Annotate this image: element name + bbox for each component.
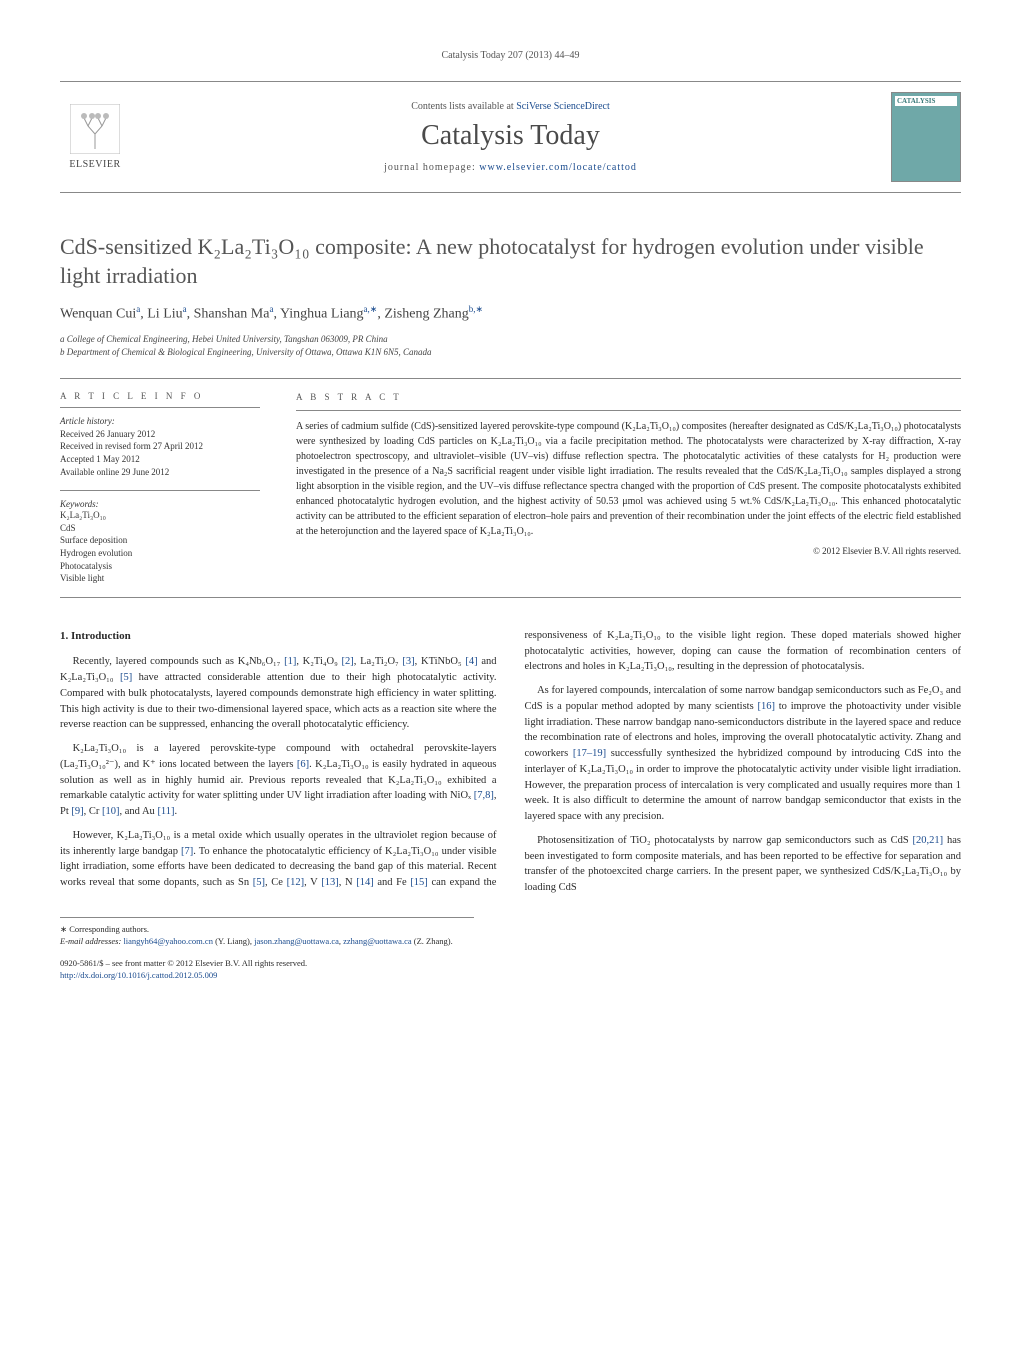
article-history-label: Article history: <box>60 416 260 426</box>
journal-cover-thumb: CATALYSIS <box>891 92 961 182</box>
email-3[interactable]: zzhang@uottawa.ca <box>343 936 411 946</box>
contents-lists-line: Contents lists available at SciVerse Sci… <box>130 101 891 112</box>
keywords-list: K₂La₂Ti₃O₁₀CdSSurface depositionHydrogen… <box>60 509 260 585</box>
cover-label: CATALYSIS <box>895 96 957 106</box>
corresponding-label: ∗ Corresponding authors. <box>60 924 474 936</box>
email-3-who: (Z. Zhang). <box>412 936 453 946</box>
abstract-copyright: © 2012 Elsevier B.V. All rights reserved… <box>296 545 961 559</box>
elsevier-tree-icon <box>70 104 120 154</box>
info-abstract-row: a r t i c l e i n f o Article history: R… <box>60 378 961 598</box>
body-text: 1. Introduction Recently, layered compou… <box>60 628 961 898</box>
masthead: ELSEVIER Contents lists available at Sci… <box>60 81 961 193</box>
keywords-label: Keywords: <box>60 490 260 509</box>
journal-title: Catalysis Today <box>130 120 891 152</box>
masthead-center: Contents lists available at SciVerse Sci… <box>130 101 891 173</box>
affiliation-a: a College of Chemical Engineering, Hebei… <box>60 333 961 347</box>
section-1-heading: 1. Introduction <box>60 628 497 645</box>
email-1-who: (Y. Liang), <box>213 936 254 946</box>
contents-lists-prefix: Contents lists available at <box>411 101 516 112</box>
email-line: E-mail addresses: liangyh64@yahoo.com.cn… <box>60 936 474 948</box>
running-head: Catalysis Today 207 (2013) 44–49 <box>60 50 961 61</box>
journal-homepage-link[interactable]: www.elsevier.com/locate/cattod <box>479 162 637 173</box>
bottom-meta: 0920-5861/$ – see front matter © 2012 El… <box>60 958 961 982</box>
authors-line: Wenquan Cuia, Li Liua, Shanshan Maa, Yin… <box>60 304 961 323</box>
sciencedirect-link[interactable]: SciVerse ScienceDirect <box>516 101 610 112</box>
email-1[interactable]: liangyh64@yahoo.com.cn <box>123 936 213 946</box>
body-paragraphs: Recently, layered compounds such as K₄Nb… <box>60 628 961 898</box>
issn-line: 0920-5861/$ – see front matter © 2012 El… <box>60 958 961 970</box>
abstract-body: A series of cadmium sulfide (CdS)-sensit… <box>296 419 961 539</box>
article-history-list: Received 26 January 2012Received in revi… <box>60 428 260 478</box>
corresponding-footer: ∗ Corresponding authors. E-mail addresse… <box>60 917 474 948</box>
doi-link[interactable]: http://dx.doi.org/10.1016/j.cattod.2012.… <box>60 970 217 980</box>
article-title: CdS-sensitized K₂La₂Ti₃O₁₀ composite: A … <box>60 233 961 290</box>
email-2[interactable]: jason.zhang@uottawa.ca <box>254 936 339 946</box>
email-label: E-mail addresses: <box>60 936 123 946</box>
affiliation-b: b Department of Chemical & Biological En… <box>60 346 961 360</box>
journal-homepage-line: journal homepage: www.elsevier.com/locat… <box>130 162 891 173</box>
article-info: a r t i c l e i n f o Article history: R… <box>60 379 278 597</box>
elsevier-logo: ELSEVIER <box>60 104 130 170</box>
abstract-heading: a b s t r a c t <box>296 391 961 412</box>
elsevier-name: ELSEVIER <box>60 159 130 170</box>
homepage-prefix: journal homepage: <box>384 162 479 173</box>
affiliations: a College of Chemical Engineering, Hebei… <box>60 333 961 360</box>
article-info-heading: a r t i c l e i n f o <box>60 391 260 408</box>
abstract: a b s t r a c t A series of cadmium sulf… <box>278 379 961 597</box>
